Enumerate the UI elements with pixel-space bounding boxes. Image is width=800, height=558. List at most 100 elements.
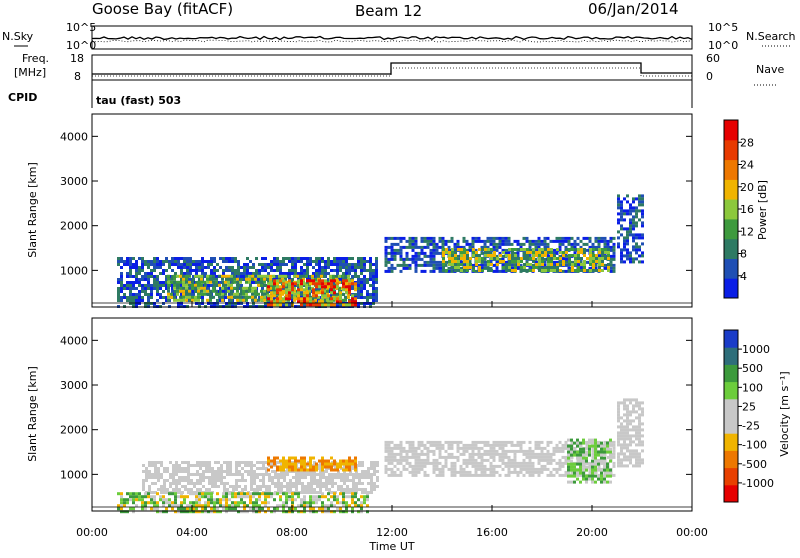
heatmap-cell xyxy=(390,236,394,240)
heatmap-cell xyxy=(526,254,529,257)
heatmap-cell xyxy=(150,501,153,505)
heatmap-cell xyxy=(312,279,315,283)
heatmap-cell xyxy=(301,473,304,476)
heatmap-cell xyxy=(468,242,472,246)
heatmap-cell xyxy=(360,293,363,296)
heatmap-cell xyxy=(447,440,451,444)
heatmap-cell xyxy=(447,443,451,447)
heatmap-cell xyxy=(603,477,606,481)
heatmap-cell xyxy=(468,446,472,450)
heatmap-cell xyxy=(300,510,303,514)
heatmap-cell xyxy=(620,416,623,420)
heatmap-cell xyxy=(270,459,273,463)
heatmap-cell xyxy=(357,266,360,269)
heatmap-cell xyxy=(573,465,576,469)
heatmap-cell xyxy=(310,479,313,482)
heatmap-cell xyxy=(154,464,157,467)
heatmap-cell xyxy=(370,488,373,491)
heatmap-cell xyxy=(432,245,436,249)
heatmap-cell xyxy=(454,260,457,263)
heatmap-cell xyxy=(321,456,324,460)
heatmap-cell xyxy=(169,476,172,479)
heatmap-cell xyxy=(535,263,538,266)
heatmap-cell xyxy=(285,462,288,466)
heatmap-cell xyxy=(435,263,439,267)
heatmap-cell xyxy=(357,257,360,260)
heatmap-cell xyxy=(262,464,265,467)
heatmap-cell xyxy=(291,293,294,296)
heatmap-cell xyxy=(629,410,632,414)
heatmap-cell xyxy=(328,482,331,485)
heatmap-cell xyxy=(324,260,327,263)
heatmap-cell xyxy=(180,492,183,496)
noise-right-tick-bottom: 10^0 xyxy=(708,39,738,52)
heatmap-cell xyxy=(481,248,484,251)
heatmap-cell xyxy=(228,293,231,296)
heatmap-cell xyxy=(567,239,571,243)
heatmap-cell xyxy=(265,485,268,488)
heatmap-cell xyxy=(200,289,203,293)
heatmap-cell xyxy=(626,227,629,231)
heatmap-cell xyxy=(370,473,373,476)
heatmap-cell xyxy=(549,470,553,474)
heatmap-cell xyxy=(588,447,591,451)
heatmap-cell xyxy=(411,239,415,243)
heatmap-cell xyxy=(294,462,297,466)
heatmap-cell xyxy=(305,286,308,290)
heatmap-cell xyxy=(259,461,262,464)
heatmap-cell xyxy=(235,482,238,485)
heatmap-cell xyxy=(507,473,511,477)
heatmap-cell xyxy=(552,446,556,450)
heatmap-cell xyxy=(480,473,484,477)
heatmap-cell xyxy=(241,461,244,464)
heatmap-cell xyxy=(442,260,445,263)
heatmap-cell xyxy=(609,260,613,264)
heatmap-cell xyxy=(225,492,228,496)
heatmap-cell xyxy=(171,290,174,293)
colorbar-segment xyxy=(724,218,738,240)
heatmap-cell xyxy=(384,257,388,261)
heatmap-cell xyxy=(183,260,186,263)
heatmap-cell xyxy=(435,467,439,471)
heatmap-cell xyxy=(331,485,334,488)
heatmap-cell xyxy=(153,501,156,505)
heatmap-cell xyxy=(411,245,415,249)
heatmap-cell xyxy=(405,266,409,270)
heatmap-cell xyxy=(339,266,342,269)
heatmap-cell xyxy=(617,236,620,240)
heatmap-cell xyxy=(157,476,160,479)
heatmap-cell xyxy=(200,292,203,296)
heatmap-cell xyxy=(393,266,397,270)
heatmap-cell xyxy=(607,263,610,266)
heatmap-cell xyxy=(153,257,156,260)
heatmap-cell xyxy=(588,239,592,243)
heatmap-cell xyxy=(603,254,607,258)
heatmap-cell xyxy=(336,266,339,269)
heatmap-cell xyxy=(402,245,406,249)
heatmap-cell xyxy=(270,492,273,496)
heatmap-cell xyxy=(208,479,211,482)
heatmap-cell xyxy=(369,296,372,299)
heatmap-cell xyxy=(150,260,153,263)
heatmap-cell xyxy=(435,242,439,246)
heatmap-cell xyxy=(585,474,588,478)
heatmap-cell xyxy=(399,452,403,456)
heatmap-cell xyxy=(216,302,219,305)
heatmap-cell xyxy=(567,462,570,466)
heatmap-cell xyxy=(483,239,487,243)
heatmap-cell xyxy=(370,461,373,464)
heatmap-cell xyxy=(141,257,144,260)
heatmap-cell xyxy=(157,461,160,464)
heatmap-cell xyxy=(369,263,372,266)
heatmap-cell xyxy=(574,260,577,263)
heatmap-cell xyxy=(135,287,138,290)
heatmap-cell xyxy=(465,473,469,477)
heatmap-cell xyxy=(600,441,603,445)
heatmap-cell xyxy=(592,248,595,251)
heatmap-cell xyxy=(145,479,148,482)
heatmap-cell xyxy=(321,279,324,283)
heatmap-cell xyxy=(396,236,400,240)
heatmap-cell xyxy=(295,473,298,476)
heatmap-cell xyxy=(253,476,256,479)
heatmap-cell xyxy=(306,266,309,269)
